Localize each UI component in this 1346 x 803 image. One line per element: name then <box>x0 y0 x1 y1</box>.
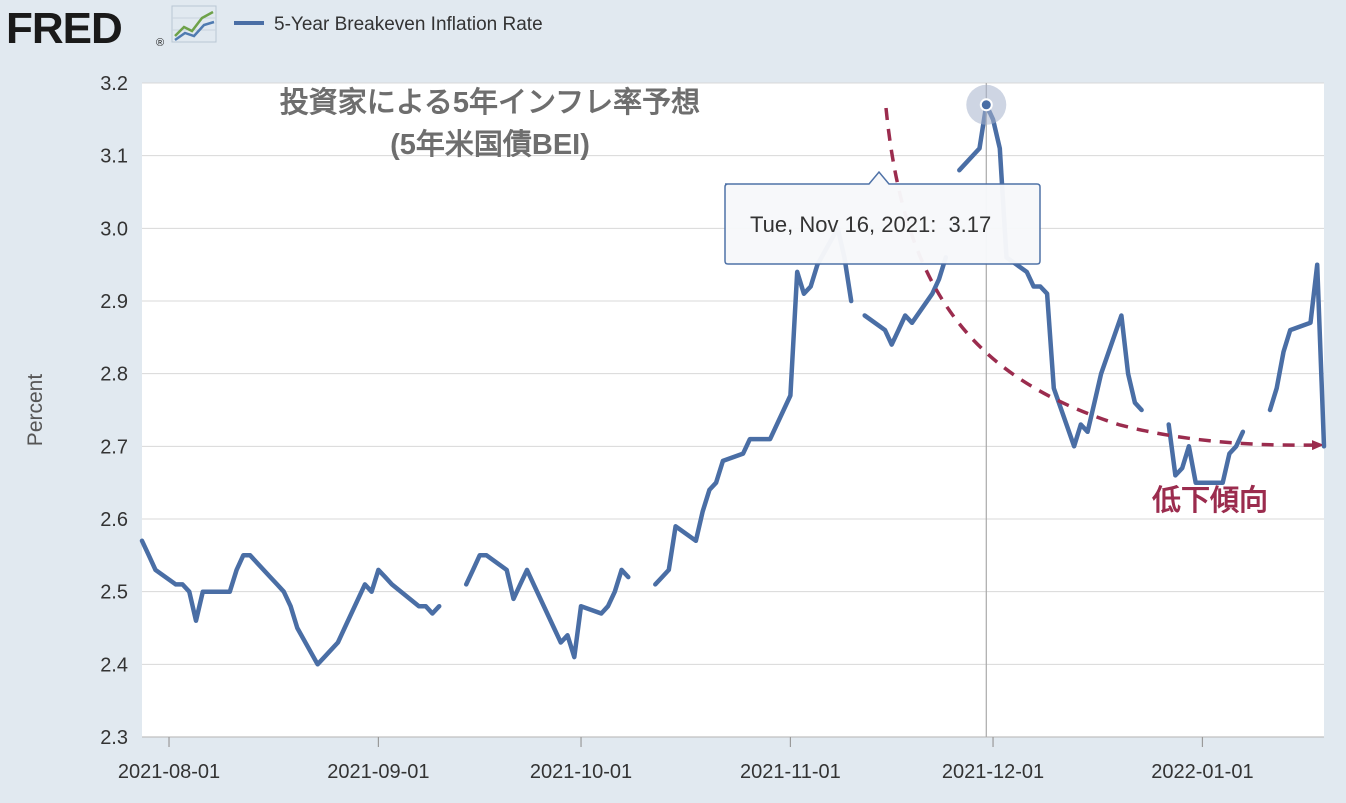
legend-label: 5-Year Breakeven Inflation Rate <box>274 14 543 35</box>
y-tick-label: 2.8 <box>100 364 128 386</box>
y-tick-label: 2.9 <box>100 291 128 313</box>
line-graph-icon <box>171 5 217 43</box>
series-line-segment[interactable] <box>1166 422 1246 485</box>
y-tick-label: 2.5 <box>100 582 128 604</box>
x-tick-label: 2021-11-01 <box>740 761 841 783</box>
x-tick-label: 2021-09-01 <box>327 761 429 783</box>
y-tick-label: 2.3 <box>100 727 128 749</box>
plot-area <box>142 83 1324 737</box>
y-tick-label: 2.6 <box>100 509 128 531</box>
y-tick-label: 3.1 <box>100 146 128 168</box>
fred-logo[interactable]: FRED ® <box>6 4 217 53</box>
svg-text:Tue, Nov 16, 2021: 3.1: Tue, Nov 16, 2021: 3.17 <box>750 212 991 237</box>
registered-mark: ® <box>156 37 164 49</box>
x-tick-label: 2021-10-01 <box>530 761 632 783</box>
series-line-segment[interactable] <box>463 553 631 660</box>
hover-point[interactable] <box>979 98 993 112</box>
y-tick-label: 3.0 <box>100 218 128 240</box>
y-tick-label: 2.7 <box>100 436 128 458</box>
annotation-title-line1: 投資家による5年インフレ率予想 <box>280 85 700 119</box>
tooltip: Tue, Nov 16, 2021: 3.17 <box>724 170 1041 265</box>
y-axis: 2.3 2.4 2.5 2.6 2.7 2.8 2.9 3.0 3.1 3.2 <box>100 73 128 749</box>
y-axis-label: Percent <box>24 374 47 447</box>
annotation-title-line2: (5年米国債BEI) <box>390 127 590 161</box>
x-tick-label: 2021-08-01 <box>118 761 220 783</box>
series-line-segment[interactable] <box>957 102 1144 449</box>
trend-label: 低下傾向 <box>1151 484 1268 517</box>
y-tick-label: 3.2 <box>100 73 128 95</box>
x-tick-label: 2021-12-01 <box>942 761 1044 783</box>
series-line-segment[interactable] <box>862 255 949 347</box>
x-tick-label: 2022-01-01 <box>1151 761 1253 783</box>
series-line-segment[interactable] <box>653 226 854 587</box>
series-5y-breakeven[interactable] <box>139 102 1327 667</box>
tooltip-date: Tue, Nov 16, 2021: <box>750 212 936 237</box>
series-line-segment[interactable] <box>1267 262 1327 449</box>
series-line-segment[interactable] <box>139 538 442 667</box>
x-axis: 2021-08-01 2021-09-01 2021-10-01 2021-11-01… <box>118 736 1324 783</box>
tooltip-value: 3.17 <box>948 212 991 237</box>
y-tick-label: 2.4 <box>100 654 128 676</box>
legend[interactable]: 5-Year Breakeven Inflation Rate <box>234 14 543 35</box>
fred-logo-text: FRED <box>6 4 122 53</box>
